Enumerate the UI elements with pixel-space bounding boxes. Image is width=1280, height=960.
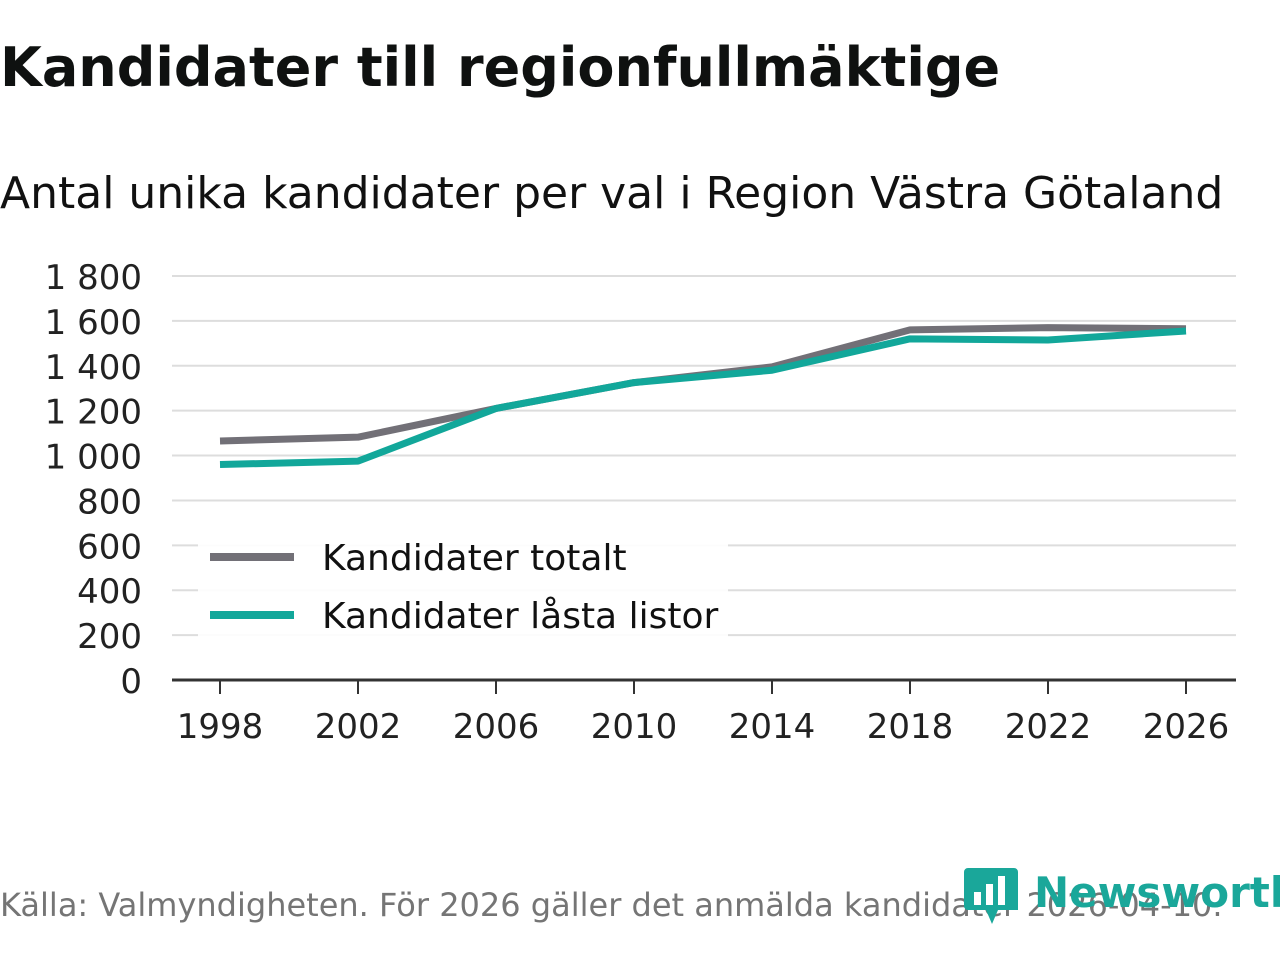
legend: Kandidater totalt Kandidater låsta listor [198, 538, 728, 640]
y-tick-label: 200 [77, 617, 142, 657]
x-tick-label: 2014 [729, 707, 816, 747]
source-note: Källa: Valmyndigheten. För 2026 gäller d… [0, 886, 1223, 924]
y-tick-label: 400 [77, 572, 142, 612]
y-tick-label: 1 400 [45, 348, 142, 388]
series-line-1 [219, 324, 1187, 445]
x-tick-label: 2002 [315, 707, 402, 747]
x-tick-label: 2010 [591, 707, 678, 747]
x-tick-label: 2006 [453, 707, 540, 747]
series-line-2 [219, 327, 1187, 469]
x-tick-label: 2026 [1143, 707, 1230, 747]
y-tick-label: 600 [77, 527, 142, 567]
legend-label: Kandidater låsta listor [322, 596, 718, 637]
chart-subtitle: Antal unika kandidater per val i Region … [0, 168, 1224, 219]
newsworthy-logo: Newsworthy [964, 866, 1280, 928]
legend-label: Kandidater totalt [322, 538, 627, 579]
y-tick-label: 1 000 [45, 438, 142, 478]
logo-wordmark: Newsworthy [1034, 868, 1280, 917]
bar-chart-icon [964, 868, 1018, 924]
y-tick-label: 1 600 [45, 303, 142, 343]
x-tick-label: 2022 [1005, 707, 1092, 747]
y-tick-label: 1 800 [45, 258, 142, 298]
x-tick-label: 1998 [177, 707, 264, 747]
y-tick-label: 1 200 [45, 393, 142, 433]
y-tick-label: 800 [77, 482, 142, 522]
series-lines [219, 324, 1187, 469]
y-tick-label: 0 [120, 662, 142, 702]
x-axis: 1998 2002 2006 2010 2014 2018 2022 2026 [172, 678, 1236, 747]
chart-title: Kandidater till regionfullmäktige [0, 36, 1001, 99]
x-tick-label: 2018 [867, 707, 954, 747]
